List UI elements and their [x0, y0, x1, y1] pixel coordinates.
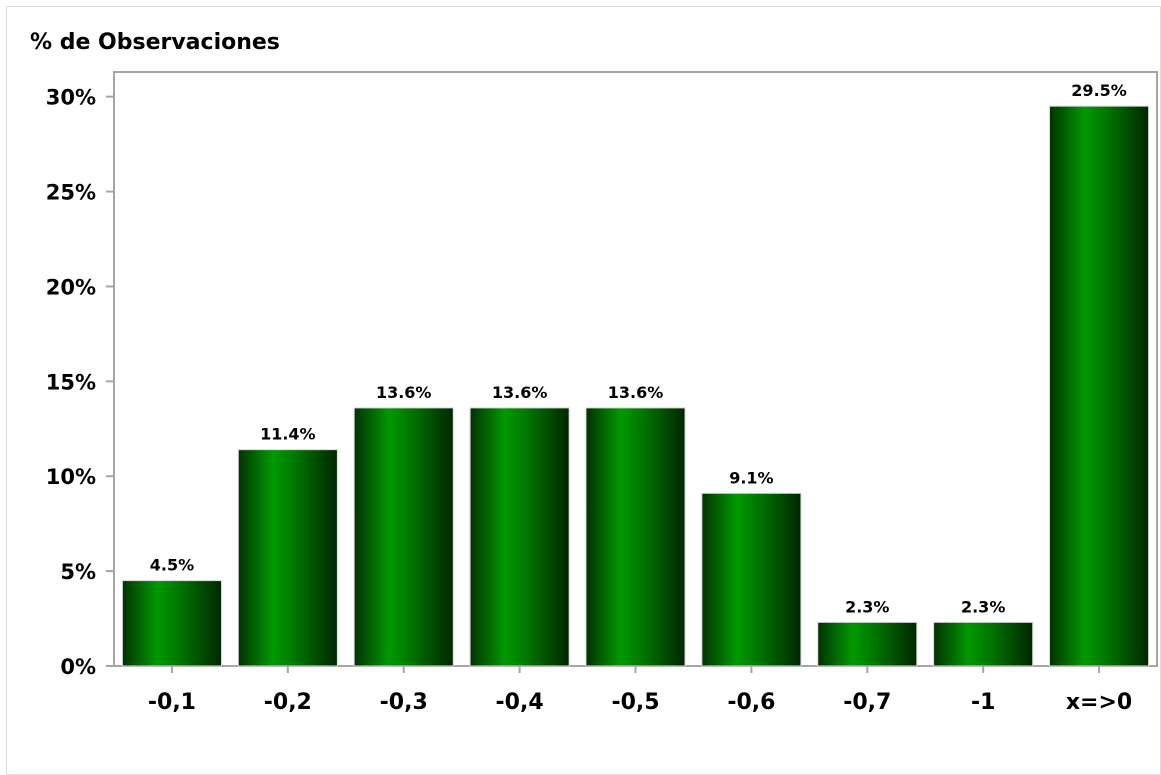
x-tick-label: -0,7	[843, 690, 891, 715]
x-tick-label: -0,3	[380, 690, 428, 715]
data-label: 29.5%	[1071, 81, 1127, 100]
data-label: 9.1%	[729, 468, 773, 487]
y-tick-label: 30%	[46, 86, 96, 110]
bar	[353, 407, 454, 667]
bar	[237, 449, 338, 667]
bar	[817, 621, 918, 667]
y-tick-label: 5%	[60, 560, 96, 584]
x-axis: -0,1 -0,2 -0,3 -0,4 -0,5 -0,6 -0,7 -1 x=>0	[148, 666, 1132, 715]
data-label: 2.3%	[845, 597, 889, 616]
data-label: 4.5%	[150, 556, 194, 575]
bar	[1049, 105, 1150, 667]
data-label: 13.6%	[608, 383, 664, 402]
bar	[701, 492, 802, 667]
bar	[585, 407, 686, 667]
y-tick-label: 20%	[46, 275, 96, 299]
x-tick-label: -0,6	[727, 690, 775, 715]
bar	[121, 580, 222, 667]
data-label: 13.6%	[492, 383, 548, 402]
bar	[469, 407, 570, 667]
y-tick-label: 0%	[60, 655, 96, 679]
x-tick-label: -1	[971, 690, 995, 715]
x-tick-label: -0,4	[496, 690, 544, 715]
x-tick-label: x=>0	[1066, 690, 1132, 715]
y-tick-label: 25%	[46, 181, 96, 205]
x-tick-label: -0,5	[611, 690, 659, 715]
x-tick-label: -0,2	[264, 690, 312, 715]
chart-title: % de Observaciones	[30, 30, 280, 55]
data-label: 11.4%	[260, 425, 316, 444]
y-axis: 0% 5% 10% 15% 20% 25% 30%	[46, 86, 114, 679]
bar	[933, 621, 1034, 667]
bar-series: 4.5% 11.4% 13.6% 13.6% 13.6% 9.1% 2.3% 2.3% 29.5…	[121, 81, 1150, 667]
y-tick-label: 15%	[46, 370, 96, 394]
data-label: 13.6%	[376, 383, 432, 402]
data-label: 2.3%	[961, 597, 1005, 616]
x-tick-label: -0,1	[148, 690, 196, 715]
y-tick-label: 10%	[46, 465, 96, 489]
